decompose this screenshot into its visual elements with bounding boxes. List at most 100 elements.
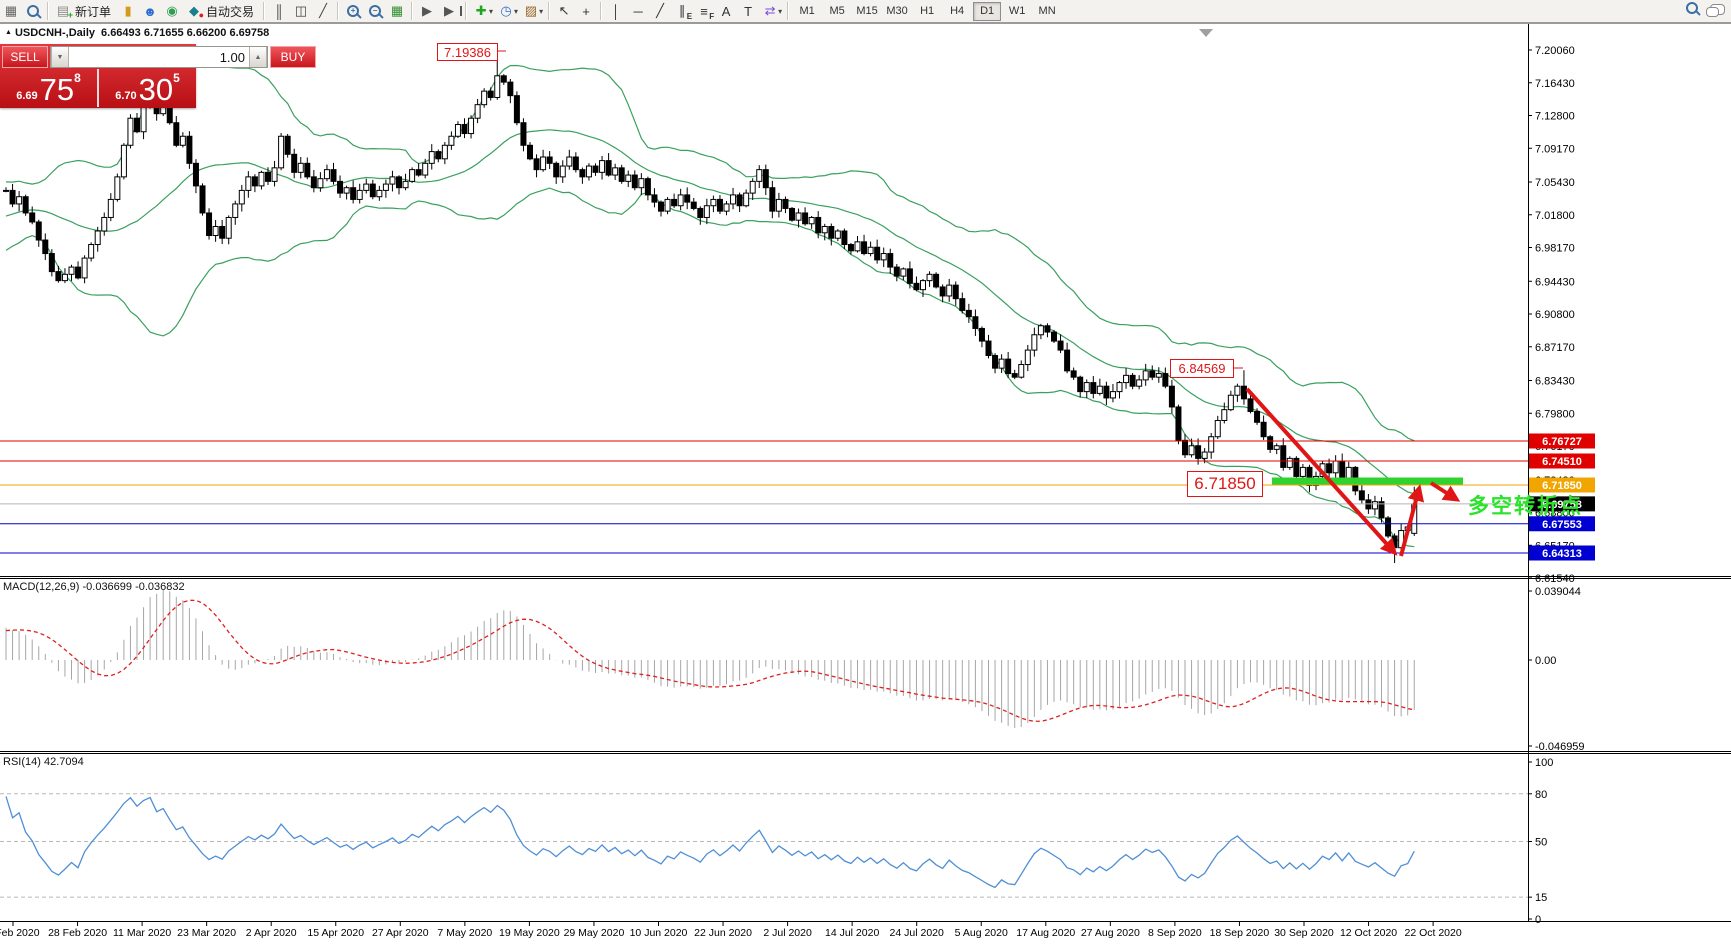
text-icon[interactable]: A — [721, 3, 731, 19]
price-tick-label: 6.94430 — [1535, 276, 1575, 288]
sell-price-base: 6.69 — [16, 90, 38, 102]
price-tick-label: 7.05430 — [1535, 177, 1575, 189]
pivot-price-label[interactable]: 6.71850 — [1187, 471, 1263, 497]
templates-icon[interactable]: ▨ — [524, 3, 538, 18]
market-icon[interactable]: ▮ — [124, 3, 132, 18]
downtrend-arrow[interactable] — [1245, 387, 1398, 556]
chart-window-icon[interactable]: ▦ — [4, 3, 18, 18]
algo-trading-icon[interactable]: ◆ ● — [189, 3, 205, 20]
chart-symbol-period: USDCNH-,Daily — [14, 27, 96, 39]
indicators-icon[interactable]: ✚ — [475, 3, 487, 18]
periods-icon[interactable]: ◷ — [500, 3, 512, 18]
date-label: 18 Sep 2020 — [1210, 927, 1270, 939]
horizontal-lines[interactable] — [0, 440, 1528, 554]
buy-button[interactable]: BUY — [270, 46, 316, 68]
candlestick-chart-icon[interactable]: ◫ — [294, 3, 308, 18]
high-price-label[interactable]: 7.19386 — [437, 43, 498, 61]
timeframe-m30-button[interactable]: M30 — [886, 5, 908, 17]
buy-price-big: 30 — [138, 72, 174, 107]
price-tick-label: 6.87170 — [1535, 342, 1575, 354]
price-tick-label: 6.83430 — [1535, 376, 1575, 388]
indicators-icon-dropdown[interactable]: ▾ — [489, 6, 494, 16]
channel-icon[interactable]: ∥ E — [678, 3, 693, 21]
vertical-line-icon[interactable]: │ — [612, 3, 621, 19]
volume-input[interactable] — [69, 47, 249, 67]
pivot-note-text[interactable]: 多空转折点 — [1468, 495, 1583, 518]
sell-button[interactable]: SELL — [2, 46, 48, 68]
pivot-zone-bar[interactable] — [1272, 477, 1463, 485]
main-toolbar: ▦ ▤ + 新订单 ▮ ☻ ◉ ◆ ● 自动交易 ║ ◫ ╱ + − ▦ ▶ ▶ ✚ ▾ ◷ ▾ ▨ ▾ ↖ + │ ─ ╱ ∥ E ≡ F A T… — [0, 0, 1731, 23]
price-tag: 6.76727 — [1542, 436, 1582, 448]
arrows-icon-dropdown[interactable]: ▾ — [778, 6, 783, 16]
date-label: 2 Apr 2020 — [246, 927, 297, 939]
macd-axis-label: 0.039044 — [1535, 586, 1581, 598]
timeframe-m1-button[interactable]: M1 — [799, 5, 815, 17]
arrows-icon[interactable]: ⇄ — [764, 3, 776, 18]
new-order-icon[interactable]: ▤ + — [56, 3, 73, 20]
timeframe-d1-button[interactable]: D1 — [973, 1, 1002, 21]
chart-shift-marker[interactable] — [1199, 29, 1213, 37]
date-label: 14 Jul 2020 — [825, 927, 879, 939]
volume-decrease-button[interactable]: ▼ — [51, 47, 69, 67]
macd-histogram — [5, 590, 1415, 729]
date-label: 2 Jul 2020 — [763, 927, 812, 939]
macd-signal — [5, 599, 1415, 722]
timeframe-m5-button[interactable]: M5 — [829, 5, 845, 17]
date-label: 10 Jun 2020 — [630, 927, 688, 939]
volume-increase-button[interactable]: ▲ — [249, 47, 267, 67]
timeframe-h1-button[interactable]: H1 — [920, 5, 935, 17]
zoom-out-icon[interactable]: − — [364, 2, 386, 20]
community-icon[interactable]: ☻ — [143, 3, 157, 19]
swing-high-price-label[interactable]: 6.84569 — [1170, 359, 1234, 378]
templates-icon-dropdown[interactable]: ▾ — [539, 6, 544, 16]
bar-chart-icon[interactable]: ║ — [274, 3, 284, 19]
signals-icon[interactable]: ◉ — [166, 3, 178, 18]
sell-price[interactable]: 6.69 75 8 — [0, 69, 99, 107]
print-preview-icon[interactable] — [22, 2, 44, 20]
auto-scroll-icon[interactable]: ▶ — [422, 3, 433, 18]
rsi-axis-label: 15 — [1535, 892, 1547, 904]
tile-windows-icon[interactable]: ▦ — [390, 3, 404, 18]
chart-annotations[interactable] — [497, 29, 1463, 557]
price-tick-label: 6.90800 — [1535, 309, 1575, 321]
zoom-in-icon[interactable]: + — [342, 2, 364, 20]
volume-group: ▼ ▲ — [50, 46, 268, 68]
cursor-icon[interactable]: ↖ — [558, 3, 570, 18]
new-order-label[interactable]: 新订单 — [75, 4, 112, 19]
horizontal-line-icon[interactable]: ─ — [633, 3, 643, 19]
timeframe-m15-button[interactable]: M15 — [856, 5, 878, 17]
date-label: 30 Sep 2020 — [1274, 927, 1334, 939]
timeframe-h4-button[interactable]: H4 — [950, 5, 965, 17]
macd-axis: 0.039044 0.00 -0.046959 — [1528, 586, 1585, 753]
date-label: 22 Jun 2020 — [694, 927, 752, 939]
price-tick-label: 6.98170 — [1535, 243, 1575, 255]
line-chart-icon[interactable]: ╱ — [319, 3, 327, 18]
buy-price-pip: 5 — [173, 71, 180, 85]
price-tag: 6.74510 — [1542, 456, 1582, 468]
algo-trading-label[interactable]: 自动交易 — [206, 4, 255, 19]
toolbar-separator — [465, 2, 468, 20]
buy-price[interactable]: 6.70 30 5 — [99, 69, 196, 107]
price-tick-label: 7.16430 — [1535, 78, 1575, 90]
one-click-trading-panel: SELL ▼ ▲ BUY 6.69 75 8 6.70 30 5 — [0, 44, 316, 108]
rebound-arrow[interactable] — [1399, 484, 1425, 557]
chat-icon[interactable] — [1706, 4, 1725, 17]
timeframe-w1-button[interactable]: W1 — [1008, 5, 1026, 17]
fibonacci-icon[interactable]: ≡ F — [700, 3, 715, 22]
macd-signal-line — [5, 599, 1415, 722]
text-label-icon[interactable]: T — [744, 3, 753, 19]
date-label: 7 May 2020 — [437, 927, 492, 939]
date-label: 19 May 2020 — [499, 927, 560, 939]
date-label: 24 Jul 2020 — [890, 927, 944, 939]
rsi-indicator-label: RSI(14) 42.7094 — [3, 756, 84, 768]
pullback-arrow[interactable] — [1429, 481, 1461, 502]
search-icon[interactable] — [1686, 2, 1698, 17]
periods-icon-dropdown[interactable]: ▾ — [514, 6, 519, 16]
chart-shift-icon[interactable]: ▶ — [438, 3, 463, 18]
timeframe-mn-button[interactable]: MN — [1038, 5, 1056, 17]
crosshair-icon[interactable]: + — [582, 3, 590, 19]
trendline-icon[interactable]: ╱ — [656, 3, 664, 18]
price-tick-label: 7.09170 — [1535, 143, 1575, 155]
